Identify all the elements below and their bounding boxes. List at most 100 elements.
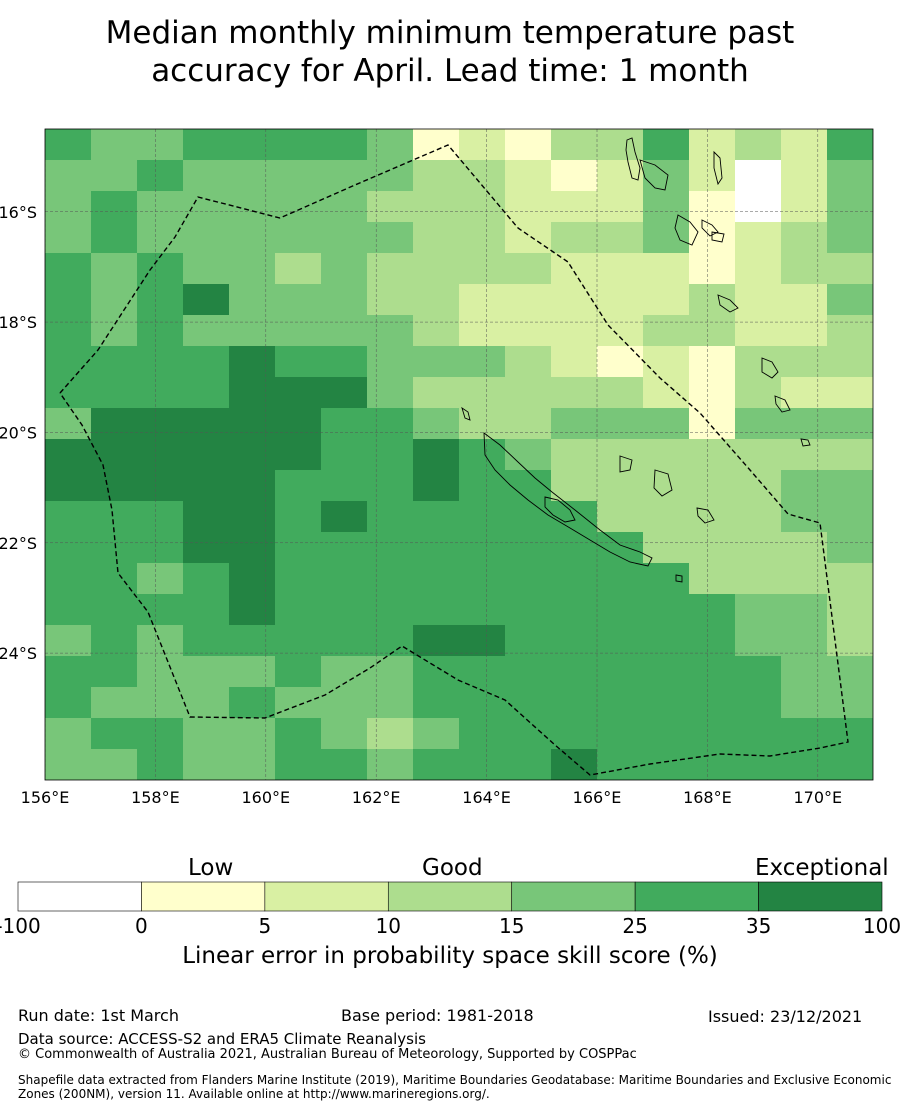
skill-cell bbox=[459, 687, 506, 719]
skill-cell bbox=[551, 439, 598, 471]
skill-cell bbox=[137, 160, 184, 192]
skill-cell bbox=[459, 563, 506, 595]
skill-cell bbox=[413, 749, 460, 780]
skill-cell bbox=[689, 315, 736, 347]
skill-cell bbox=[827, 191, 873, 223]
skill-cell bbox=[413, 315, 460, 347]
colorbar-tick-label: 15 bbox=[499, 914, 524, 938]
skill-cell bbox=[45, 563, 92, 595]
skill-cell bbox=[45, 470, 92, 502]
skill-cell bbox=[643, 749, 690, 780]
skill-cell bbox=[689, 129, 736, 161]
skill-cell bbox=[183, 315, 230, 347]
skill-cell bbox=[321, 315, 368, 347]
skill-cell bbox=[367, 253, 414, 285]
lon-tick-label: 164°E bbox=[462, 788, 511, 807]
skill-cell bbox=[505, 377, 552, 409]
skill-cell bbox=[183, 253, 230, 285]
skill-cell bbox=[505, 532, 552, 564]
skill-cell bbox=[321, 656, 368, 688]
skill-cell bbox=[781, 625, 828, 657]
skill-cell bbox=[735, 160, 782, 192]
colorbar-swatch bbox=[511, 881, 636, 912]
skill-cell bbox=[321, 563, 368, 595]
skill-cell bbox=[551, 625, 598, 657]
skill-cell bbox=[137, 346, 184, 378]
skill-cell bbox=[505, 253, 552, 285]
skill-cell bbox=[229, 563, 276, 595]
skill-cell bbox=[689, 718, 736, 750]
skill-cell bbox=[643, 160, 690, 192]
skill-cell bbox=[827, 160, 873, 192]
skill-cell bbox=[183, 470, 230, 502]
skill-cell bbox=[689, 532, 736, 564]
colorbar-title: Linear error in probability space skill … bbox=[182, 943, 718, 969]
skill-cell bbox=[459, 284, 506, 316]
skill-cell bbox=[45, 532, 92, 564]
colorbar-swatch bbox=[634, 881, 759, 912]
skill-cell bbox=[551, 315, 598, 347]
skill-cell bbox=[91, 377, 138, 409]
skill-cell bbox=[183, 346, 230, 378]
skill-cell bbox=[275, 222, 322, 254]
skill-cell bbox=[137, 191, 184, 223]
skill-cell bbox=[505, 284, 552, 316]
skill-cell bbox=[275, 439, 322, 471]
skill-cell bbox=[91, 656, 138, 688]
skill-cell bbox=[91, 160, 138, 192]
lat-tick-label: 16°S bbox=[0, 203, 37, 222]
skill-cell bbox=[551, 594, 598, 626]
skill-cell bbox=[459, 594, 506, 626]
skill-cell bbox=[321, 160, 368, 192]
skill-cell bbox=[735, 656, 782, 688]
skill-cell bbox=[45, 160, 92, 192]
skill-cell bbox=[689, 160, 736, 192]
skill-cell bbox=[459, 160, 506, 192]
skill-cell bbox=[321, 718, 368, 750]
skill-cell bbox=[367, 718, 414, 750]
skill-cell bbox=[827, 594, 873, 626]
skill-cell bbox=[643, 656, 690, 688]
skill-cell bbox=[275, 501, 322, 533]
map-title-line2: accuracy for April. Lead time: 1 month bbox=[151, 53, 749, 89]
skill-cell bbox=[505, 129, 552, 161]
skill-cell bbox=[827, 687, 873, 719]
skill-cell bbox=[827, 377, 873, 409]
colorbar-swatch bbox=[141, 881, 266, 912]
skill-cell bbox=[321, 594, 368, 626]
skill-cell bbox=[137, 253, 184, 285]
skill-cell bbox=[597, 625, 644, 657]
skill-cell bbox=[459, 470, 506, 502]
skill-cell bbox=[321, 191, 368, 223]
skill-cell bbox=[183, 501, 230, 533]
skill-cell bbox=[827, 439, 873, 471]
skill-cell bbox=[367, 594, 414, 626]
skill-cell bbox=[827, 470, 873, 502]
skill-cell bbox=[137, 594, 184, 626]
colorbar-tick-label: 35 bbox=[746, 914, 771, 938]
skill-cell bbox=[229, 749, 276, 780]
skill-cell bbox=[229, 346, 276, 378]
skill-cell bbox=[413, 594, 460, 626]
skill-cell bbox=[781, 718, 828, 750]
landmasses bbox=[461, 137, 811, 583]
skill-cell bbox=[229, 625, 276, 657]
skill-cell bbox=[413, 470, 460, 502]
skill-cell bbox=[413, 191, 460, 223]
skill-cell bbox=[91, 470, 138, 502]
skill-cell bbox=[643, 377, 690, 409]
skill-cell bbox=[781, 687, 828, 719]
skill-cell bbox=[827, 532, 873, 564]
colorbar-tick-label: 25 bbox=[622, 914, 647, 938]
skill-cell bbox=[505, 625, 552, 657]
skill-cell bbox=[45, 687, 92, 719]
skill-cell bbox=[413, 625, 460, 657]
skill-cell bbox=[551, 284, 598, 316]
skill-cell bbox=[827, 625, 873, 657]
skill-cell bbox=[643, 687, 690, 719]
island-outline bbox=[483, 432, 653, 567]
skill-cell bbox=[413, 284, 460, 316]
skill-cell bbox=[459, 129, 506, 161]
skill-cell bbox=[91, 687, 138, 719]
skill-cell bbox=[367, 532, 414, 564]
